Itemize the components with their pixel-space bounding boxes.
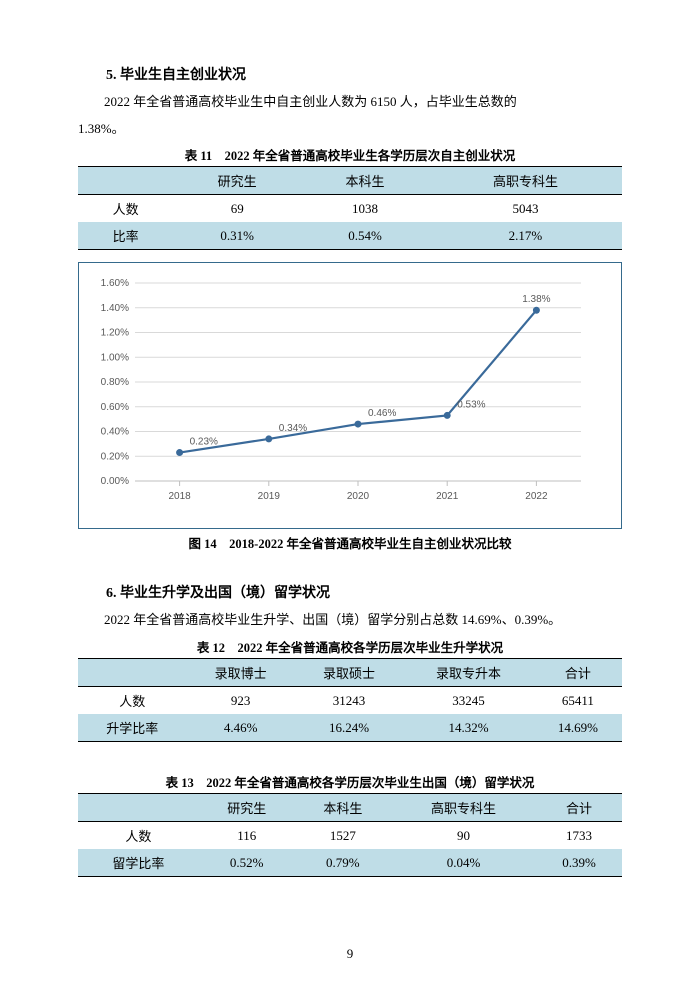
table-cell: 0.39% <box>536 849 622 877</box>
section-6-body: 2022 年全省普通高校毕业生升学、出国（境）留学分别占总数 14.69%、0.… <box>78 608 622 633</box>
table-header: 高职专科生 <box>429 167 622 195</box>
svg-text:0.60%: 0.60% <box>101 402 129 413</box>
table-row-label: 人数 <box>78 195 173 223</box>
table-cell: 31243 <box>295 687 403 715</box>
table-cell: 923 <box>186 687 294 715</box>
table-header: 本科生 <box>301 167 429 195</box>
table-cell: 33245 <box>403 687 533 715</box>
svg-text:2019: 2019 <box>258 491 281 502</box>
table-cell: 16.24% <box>295 714 403 742</box>
table-header: 合计 <box>536 794 622 822</box>
section-5-body-1: 2022 年全省普通高校毕业生中自主创业人数为 6150 人，占毕业生总数的 <box>78 90 622 115</box>
table-cell: 0.79% <box>295 849 391 877</box>
table-cell: 1038 <box>301 195 429 223</box>
chart-14: 0.00% 0.20% 0.40% 0.60% 0.80% 1.00% 1.20% 1.40%… <box>91 275 591 520</box>
table-row-label: 人数 <box>78 822 199 850</box>
svg-text:0.80%: 0.80% <box>101 377 129 388</box>
svg-text:0.23%: 0.23% <box>190 437 218 448</box>
table-cell: 90 <box>391 822 536 850</box>
svg-text:0.00%: 0.00% <box>101 476 129 487</box>
table-13-caption: 表 13 2022 年全省普通高校各学历层次毕业生出国（境）留学状况 <box>78 772 622 791</box>
table-cell: 0.04% <box>391 849 536 877</box>
table-header: 录取硕士 <box>295 659 403 687</box>
table-12-caption: 表 12 2022 年全省普通高校各学历层次毕业生升学状况 <box>78 637 622 656</box>
table-cell: 2.17% <box>429 222 622 250</box>
svg-text:1.00%: 1.00% <box>101 353 129 364</box>
table-cell: 0.52% <box>199 849 295 877</box>
table-header: 研究生 <box>173 167 301 195</box>
table-row-label: 比率 <box>78 222 173 250</box>
table-row-label: 升学比率 <box>78 714 186 742</box>
table-cell: 4.46% <box>186 714 294 742</box>
section-5-heading: 5. 毕业生自主创业状况 <box>106 64 622 84</box>
table-header: 录取博士 <box>186 659 294 687</box>
svg-text:2022: 2022 <box>525 491 548 502</box>
svg-text:1.20%: 1.20% <box>101 328 129 339</box>
table-row-label: 人数 <box>78 687 186 715</box>
section-5-body-2: 1.38%。 <box>78 117 622 142</box>
table-header: 录取专升本 <box>403 659 533 687</box>
svg-text:0.20%: 0.20% <box>101 452 129 463</box>
table-cell: 5043 <box>429 195 622 223</box>
svg-text:2021: 2021 <box>436 491 459 502</box>
table-cell: 0.54% <box>301 222 429 250</box>
table-12: 录取博士录取硕士录取专升本合计人数923312433324565411 升学比率4… <box>78 658 622 742</box>
table-cell: 14.32% <box>403 714 533 742</box>
table-cell: 69 <box>173 195 301 223</box>
table-cell: 116 <box>199 822 295 850</box>
svg-text:2020: 2020 <box>347 491 370 502</box>
table-cell: 1733 <box>536 822 622 850</box>
chart-14-caption: 图 14 2018-2022 年全省普通高校毕业生自主创业状况比较 <box>78 533 622 552</box>
svg-text:1.60%: 1.60% <box>101 278 129 289</box>
svg-text:1.38%: 1.38% <box>522 295 550 306</box>
svg-text:1.40%: 1.40% <box>101 303 129 314</box>
table-13: 研究生本科生高职专科生合计人数1161527901733 留学比率0.52%0.7… <box>78 793 622 877</box>
table-cell: 14.69% <box>534 714 622 742</box>
table-row-label: 留学比率 <box>78 849 199 877</box>
svg-text:0.40%: 0.40% <box>101 427 129 438</box>
table-cell: 65411 <box>534 687 622 715</box>
page-number: 9 <box>0 946 700 962</box>
table-header: 高职专科生 <box>391 794 536 822</box>
table-header <box>78 794 199 822</box>
table-header: 本科生 <box>295 794 391 822</box>
chart-14-wrap: 0.00% 0.20% 0.40% 0.60% 0.80% 1.00% 1.20% 1.40%… <box>78 262 622 529</box>
table-header <box>78 659 186 687</box>
table-header: 合计 <box>534 659 622 687</box>
svg-text:0.34%: 0.34% <box>279 423 307 434</box>
table-11-caption: 表 11 2022 年全省普通高校毕业生各学历层次自主创业状况 <box>78 145 622 164</box>
section-6-heading: 6. 毕业生升学及出国（境）留学状况 <box>106 582 622 602</box>
table-header <box>78 167 173 195</box>
svg-text:2018: 2018 <box>168 491 191 502</box>
table-cell: 1527 <box>295 822 391 850</box>
table-header: 研究生 <box>199 794 295 822</box>
svg-text:0.53%: 0.53% <box>457 400 485 411</box>
table-cell: 0.31% <box>173 222 301 250</box>
table-11: 研究生本科生高职专科生人数6910385043 比率0.31%0.54%2.17% <box>78 166 622 250</box>
svg-text:0.46%: 0.46% <box>368 408 396 419</box>
